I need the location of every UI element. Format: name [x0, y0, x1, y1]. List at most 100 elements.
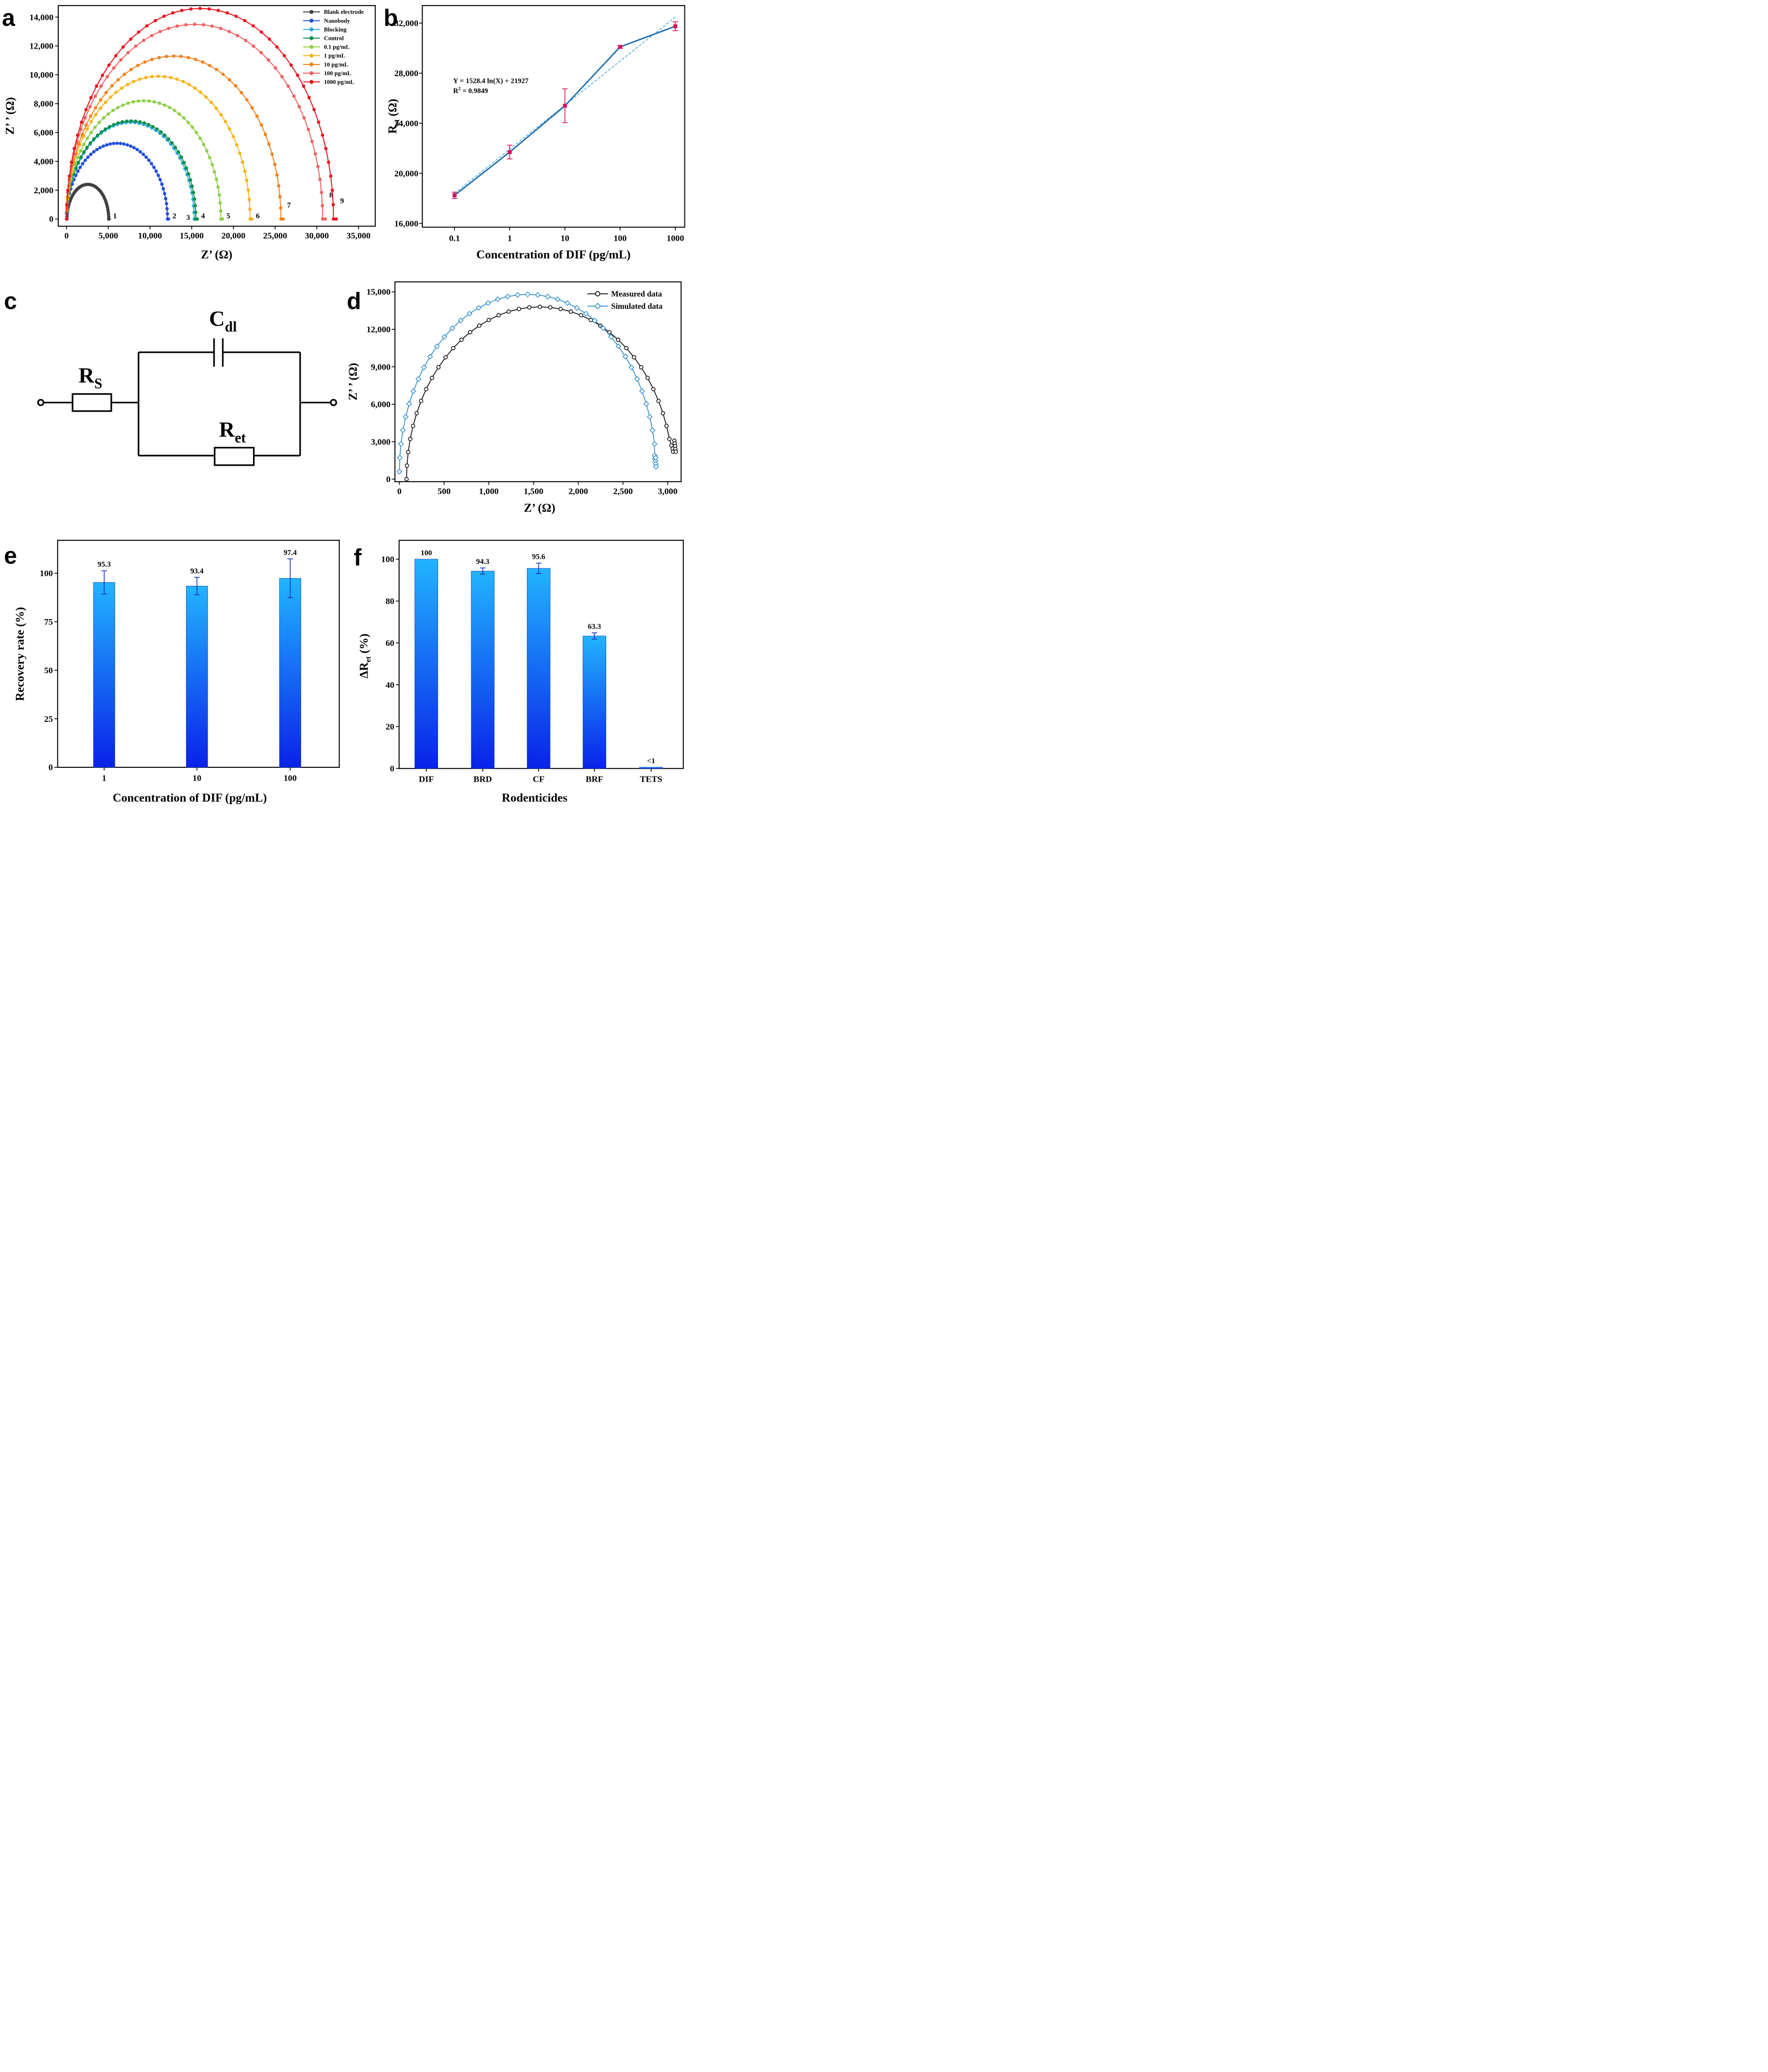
- chart-a-point: [147, 158, 151, 162]
- chart-a-legend-label: 1000 pg/mL: [324, 79, 354, 85]
- chart-d-legend-label: Simulated data: [611, 302, 663, 311]
- chart-a-point: [85, 145, 89, 149]
- chart-a-point: [193, 86, 197, 90]
- chart-d-legend-marker: [595, 291, 601, 297]
- chart-b-ticks: 0.1 1 10 100 1000 16,000 20,000 24,000 28,000 32,…: [394, 18, 684, 243]
- chart-a-point: [165, 55, 168, 58]
- chart-a-point: [330, 189, 334, 192]
- chart-d-point: [517, 307, 521, 311]
- chart-a-point: [119, 142, 123, 145]
- chart-a-curve-number: 4: [201, 212, 205, 220]
- chart-a-series-9: 9: [64, 7, 344, 221]
- chart-d-point: [545, 293, 551, 300]
- chart-d-point: [415, 411, 419, 416]
- chart-a-point: [79, 155, 83, 159]
- chart-a-point: [99, 84, 103, 88]
- chart-a-point: [235, 143, 239, 147]
- panel-label-a: a: [2, 5, 15, 31]
- chart-a-point: [255, 114, 259, 118]
- chart-a-point: [126, 82, 129, 86]
- chart-a-curve-number: 9: [340, 197, 344, 205]
- chart-a-point: [162, 187, 165, 191]
- chart-a-point: [132, 146, 136, 150]
- chart-d-point: [653, 454, 659, 461]
- chart-d-legend-marker: [594, 303, 601, 310]
- chart-d-series-line: [406, 306, 676, 480]
- chart-a-point: [219, 112, 223, 117]
- chart-a-legend-label: Nanobody: [324, 17, 350, 24]
- chart-d-point: [443, 355, 448, 360]
- chart-a-point: [279, 206, 283, 210]
- chart-a-point: [292, 94, 296, 98]
- chart-a-legend-label: 0.1 pg/mL: [324, 44, 350, 51]
- chart-e-bars: 95.3 93.4 97.4: [93, 549, 302, 768]
- chart-a-point: [248, 208, 252, 211]
- chart-d-point: [408, 437, 412, 441]
- chart-a-point: [129, 37, 133, 41]
- chart-d-point: [419, 399, 423, 403]
- chart-a-point: [194, 57, 197, 61]
- chart-e-xlabel: Concentration of DIF (pg/mL): [112, 791, 267, 805]
- chart-a-point: [112, 123, 116, 126]
- chart-a-curve-number: 6: [256, 212, 260, 220]
- chart-d-point: [673, 449, 678, 454]
- chart-d-series-measured: [404, 305, 678, 482]
- panel-label-f: f: [354, 544, 362, 571]
- chart-a-point: [198, 7, 202, 10]
- chart-a-point: [193, 197, 196, 201]
- chart-a-point: [245, 178, 248, 183]
- chart-a-point: [187, 82, 191, 86]
- chart-b-ytick-label: 24,000: [394, 119, 418, 128]
- chart-f-xtick-label: BRD: [473, 775, 492, 784]
- chart-d-xlabel: Z’ (Ω): [524, 502, 556, 515]
- chart-a-point: [134, 44, 137, 48]
- chart-a-xtick-label: 20,000: [221, 231, 245, 241]
- chart-d-point: [507, 309, 511, 314]
- chart-a-xtick-label: 5,000: [99, 231, 118, 241]
- chart-a-point: [76, 133, 80, 137]
- chart-a-point: [184, 23, 188, 27]
- chart-d-point: [616, 337, 621, 342]
- chart-a-legend-marker: [309, 36, 314, 40]
- chart-d-xtick-label: 2,500: [613, 486, 633, 496]
- chart-a-point: [94, 94, 97, 98]
- chart-f-bar: [415, 559, 439, 769]
- chart-a-legend-label: Control: [324, 35, 344, 42]
- chart-a-point: [107, 217, 111, 221]
- chart-a-ticks: 0 5,000 10,000 15,000 20,000 25,000 30,000 35,0…: [30, 12, 371, 240]
- chart-a-point: [136, 99, 141, 103]
- chart-a-point: [169, 76, 173, 80]
- chart-a-point: [167, 217, 171, 221]
- chart-a-point: [80, 120, 83, 124]
- chart-a-point: [218, 201, 222, 205]
- chart-d-point: [466, 310, 473, 317]
- chart-a-xlabel: Z’ (Ω): [201, 248, 233, 261]
- chart-d-point: [410, 388, 417, 394]
- chart-a-point: [108, 142, 112, 146]
- chart-a-point: [289, 63, 293, 67]
- chart-f-ylabel-unit: (%): [357, 633, 371, 656]
- chart-a-point: [102, 116, 106, 120]
- chart-a-point: [95, 148, 99, 151]
- chart-d-point: [548, 305, 553, 310]
- chart-a-point: [129, 119, 133, 123]
- chart-a-point: [280, 75, 284, 79]
- chart-a-point: [199, 90, 202, 94]
- chart-a-point: [67, 174, 72, 178]
- chart-b-r2: R2 = 0.9849: [453, 87, 488, 95]
- chart-a-series-1: 1: [65, 183, 117, 221]
- chart-a-point: [179, 155, 183, 159]
- chart-d-xtick-label: 500: [438, 486, 451, 496]
- chart-d-point: [656, 399, 661, 403]
- chart-a-point: [152, 166, 156, 169]
- chart-a-point: [163, 75, 167, 79]
- chart-a-point: [170, 141, 174, 145]
- chart-a-point: [187, 56, 190, 59]
- chart-a-point: [260, 30, 263, 34]
- chart-a-point: [246, 188, 250, 192]
- chart-a-point: [111, 108, 115, 112]
- label-cdl: Cdl: [209, 307, 237, 335]
- chart-a-point: [182, 116, 186, 120]
- chart-d-point: [634, 376, 640, 382]
- chart-a-point: [83, 158, 87, 162]
